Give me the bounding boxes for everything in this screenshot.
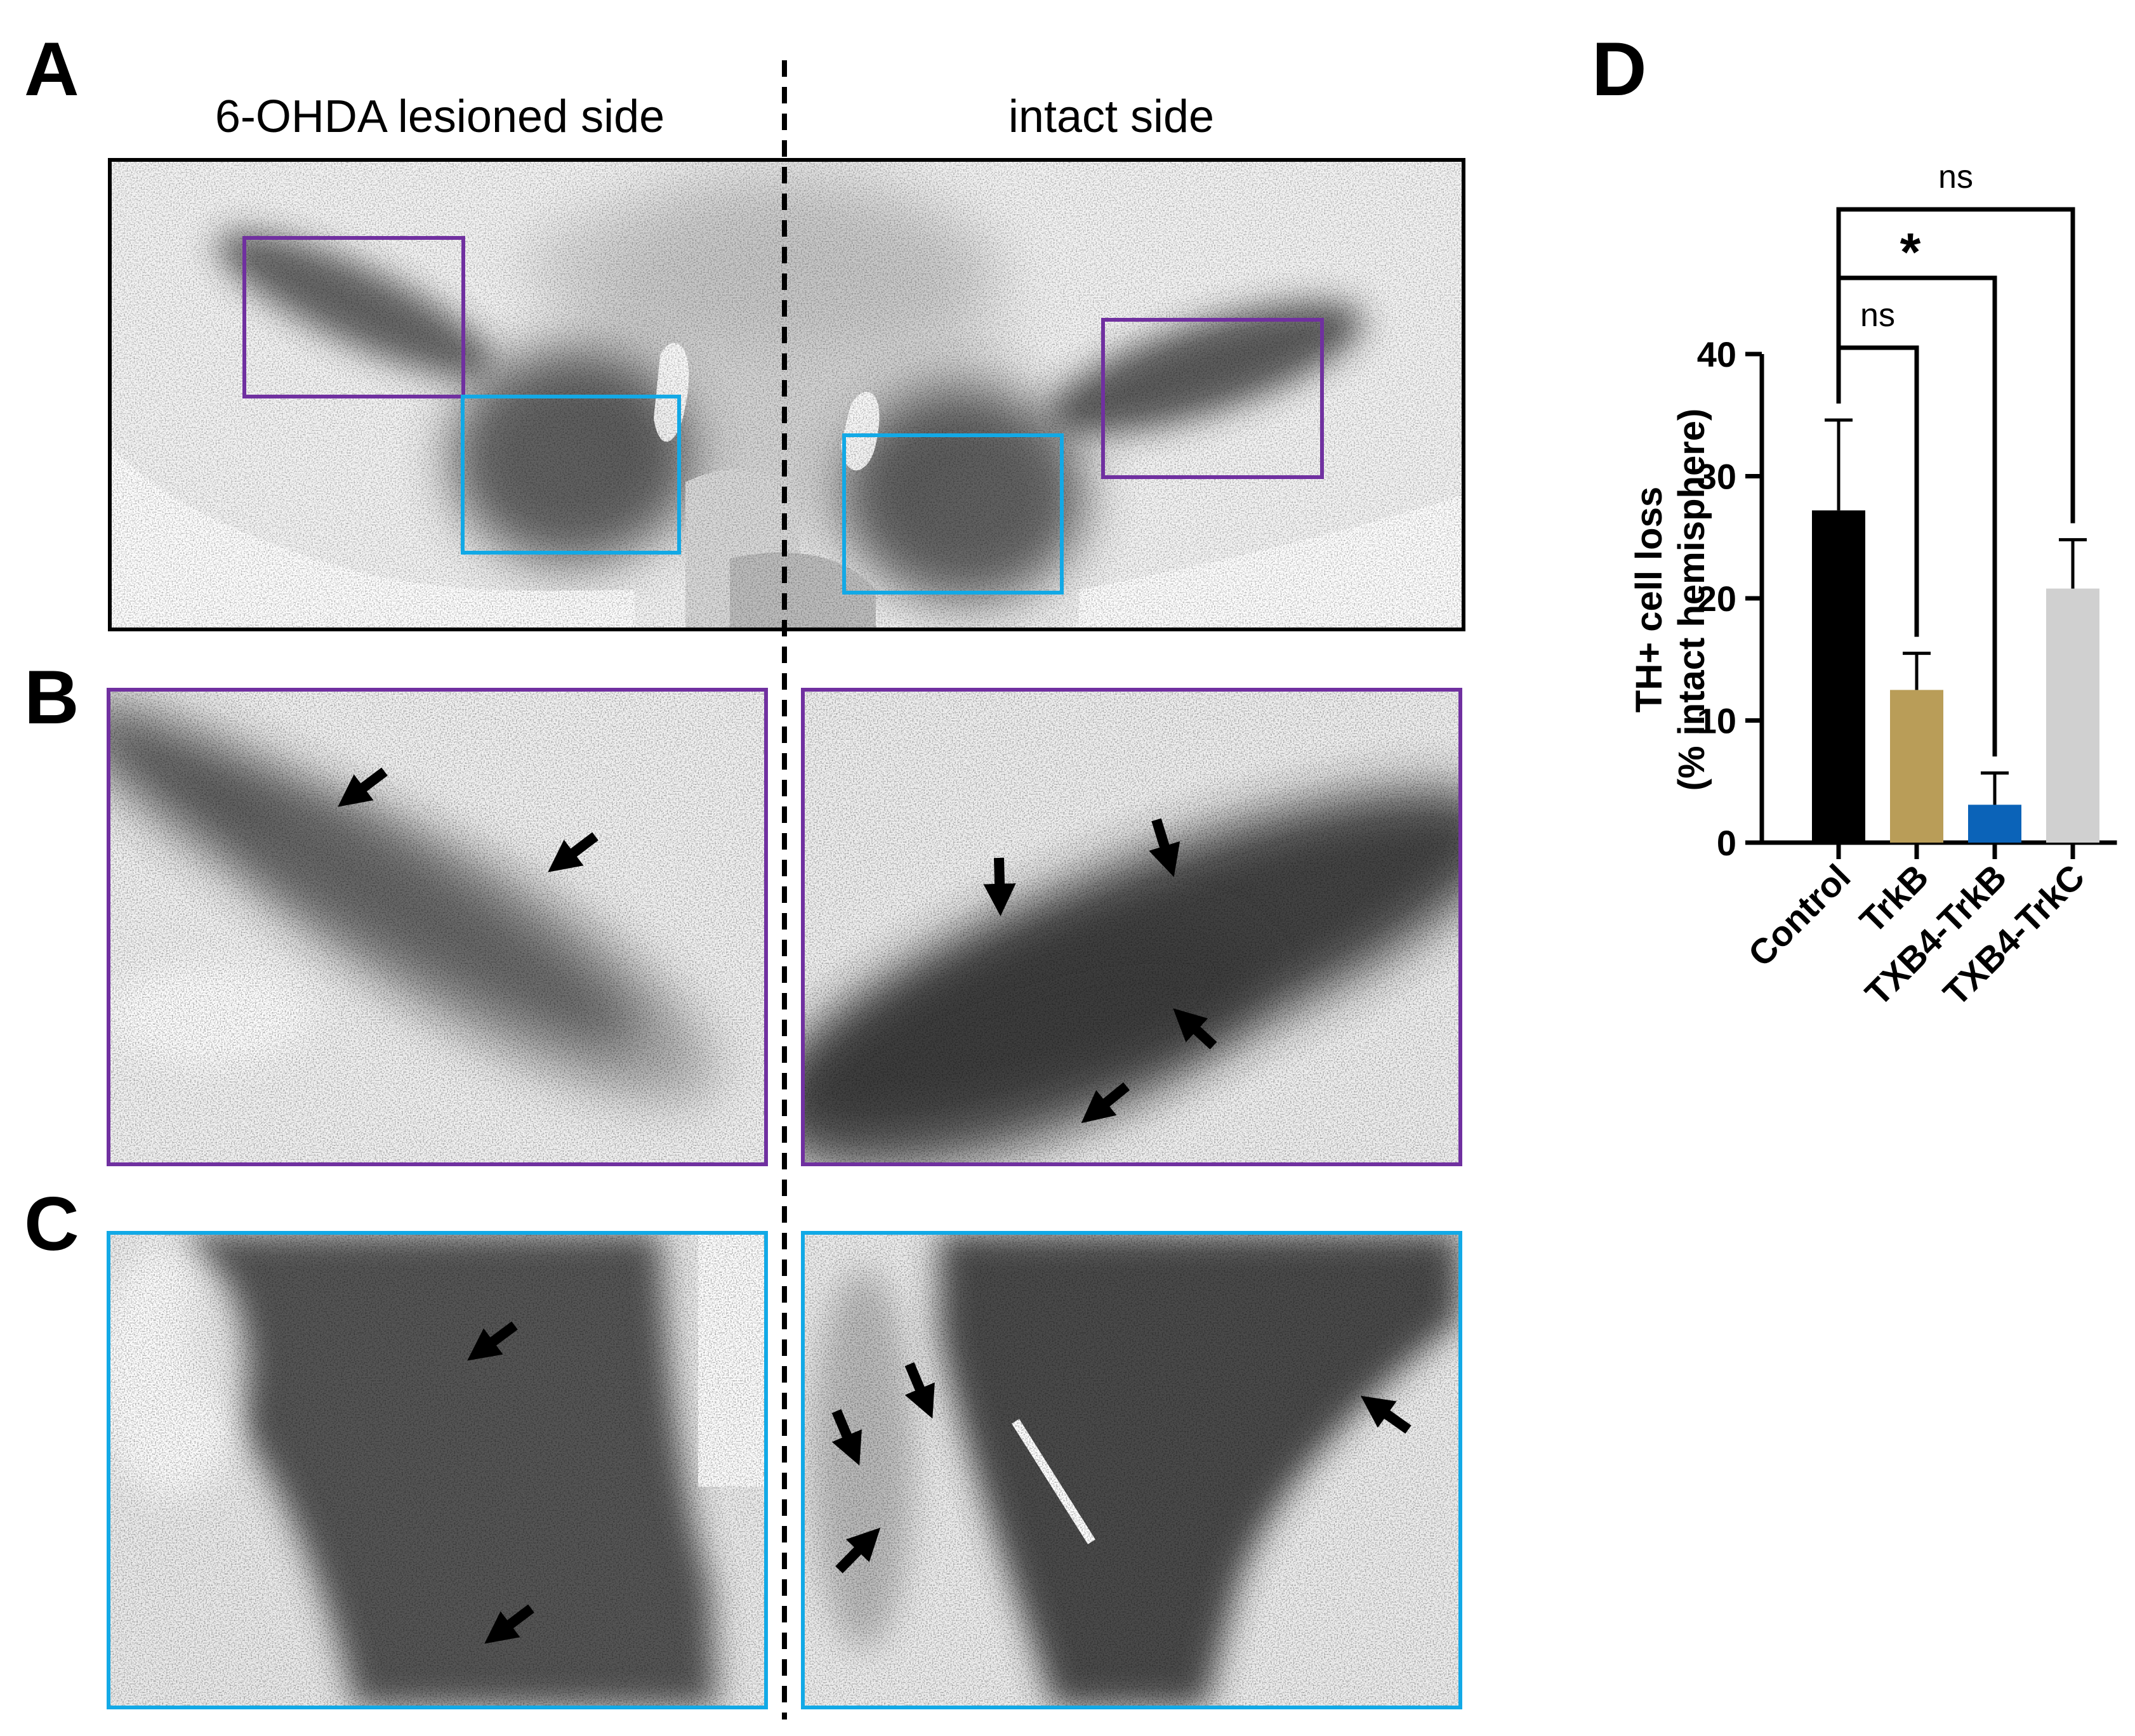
arrow	[484, 1604, 534, 1644]
arrow	[1081, 1082, 1130, 1124]
inset-c-lesioned	[109, 1233, 766, 1707]
y-tick-label: 0	[1717, 823, 1736, 863]
arrow	[548, 832, 598, 872]
panel-letter-b: B	[24, 655, 79, 740]
roi-box-blue-left	[461, 395, 681, 555]
arrow	[1173, 1008, 1217, 1049]
roi-box-purple-right	[1101, 318, 1324, 479]
bar-trkb	[1890, 690, 1943, 843]
inset-c-intact	[803, 1233, 1460, 1707]
lesioned-side-label: 6-OHDA lesioned side	[215, 91, 664, 142]
inset-b-intact	[803, 690, 1460, 1164]
panel-letter-c: C	[24, 1181, 79, 1266]
y-tick-label: 10	[1697, 701, 1736, 741]
inset-c-intact-frame	[801, 1231, 1462, 1709]
arrow	[338, 767, 388, 807]
panel-letter-d: D	[1592, 27, 1647, 112]
arrow	[467, 1321, 518, 1361]
x-tick-label: Control	[1740, 857, 1858, 974]
bar-txb4-trkb	[1968, 805, 2021, 843]
inset-b-lesioned	[109, 690, 766, 1164]
cell-arrows	[338, 767, 1411, 1644]
inset-c-lesioned-frame	[107, 1231, 768, 1709]
bar-chart: TH+ cell loss (% intact hemisphere) 0 10 2…	[1629, 159, 2117, 1013]
panel-letter-a: A	[24, 27, 79, 112]
inset-b-lesioned-frame	[107, 688, 768, 1166]
arrow	[1360, 1395, 1411, 1434]
arrow	[1149, 818, 1180, 878]
y-tick-label: 30	[1697, 457, 1736, 497]
inset-b-intact-frame	[801, 688, 1462, 1166]
arrow	[831, 1409, 862, 1466]
y-axis-title-line2: (% intact hemisphere)	[1671, 409, 1712, 791]
bar-control	[1812, 510, 1865, 843]
roi-box-blue-right	[842, 433, 1064, 595]
y-axis-title-line1: TH+ cell loss	[1629, 487, 1670, 713]
arrow	[835, 1527, 881, 1574]
significance-bracket	[1836, 207, 2075, 523]
y-tick-label: 40	[1697, 334, 1736, 374]
significance-label: ns	[1938, 159, 1973, 195]
arrow	[904, 1362, 935, 1419]
arrow	[983, 857, 1016, 916]
y-tick-label: 20	[1697, 579, 1736, 619]
significance-label: *	[1900, 222, 1921, 282]
roi-box-purple-left	[242, 236, 465, 398]
intact-side-label: intact side	[1008, 91, 1214, 142]
bar-txb4-trkc	[2046, 588, 2099, 843]
significance-label: ns	[1860, 297, 1895, 334]
